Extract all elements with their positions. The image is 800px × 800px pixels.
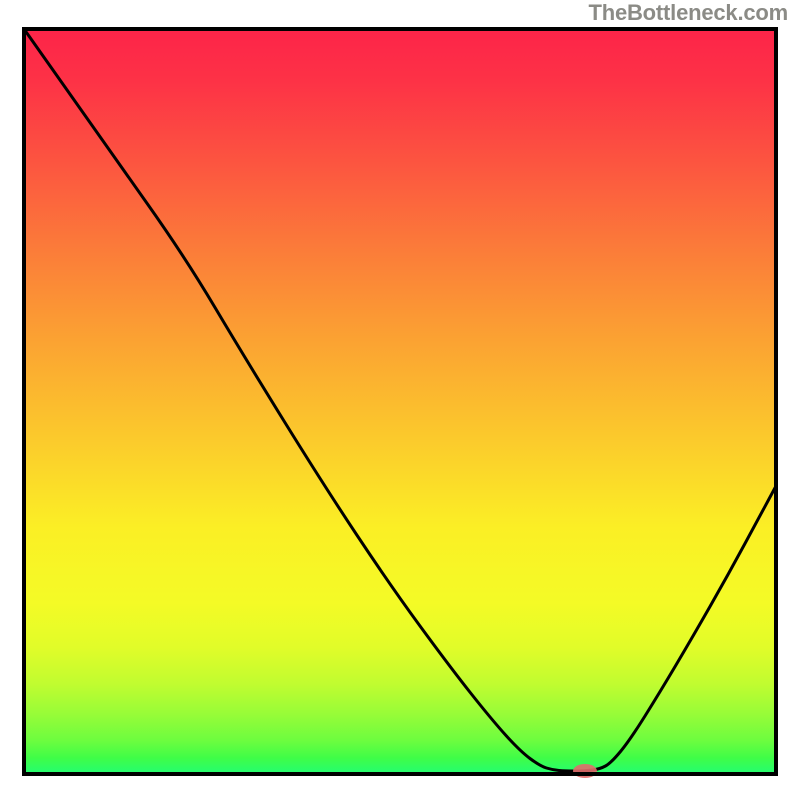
plot-area (24, 29, 776, 778)
gradient-background (24, 29, 776, 774)
chart-container: TheBottleneck.com (0, 0, 800, 800)
bottleneck-curve-chart (0, 0, 800, 800)
watermark-text: TheBottleneck.com (588, 0, 788, 26)
